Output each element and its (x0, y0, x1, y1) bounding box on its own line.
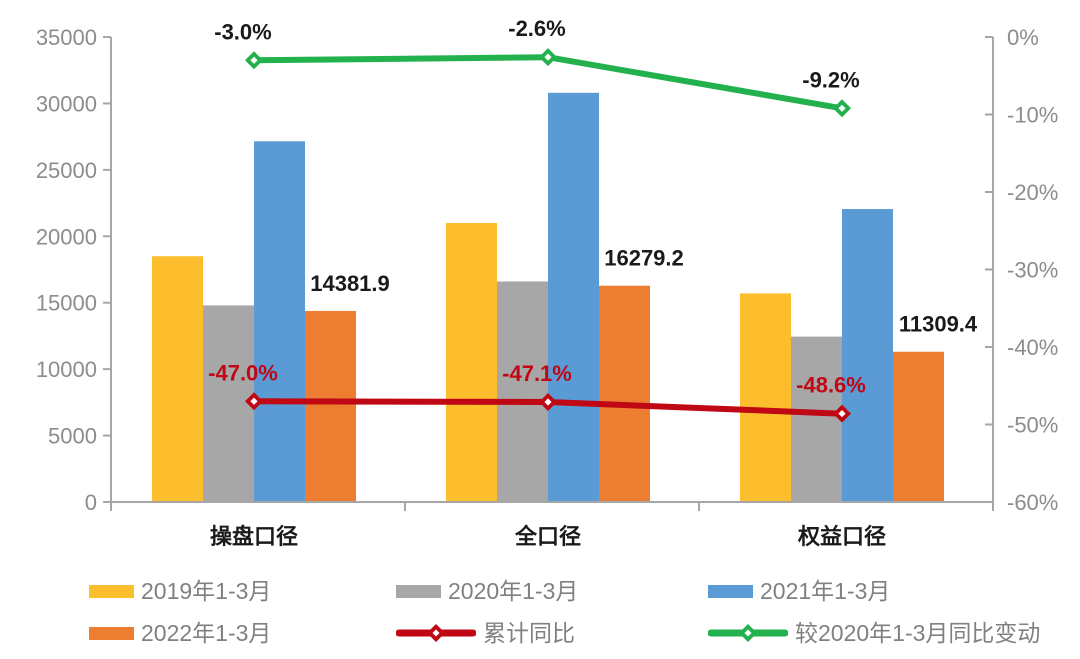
legend-swatch-2022 (89, 626, 134, 640)
legend-label-2019: 2019年1-3月 (141, 578, 272, 604)
legend-label-cumulative-yoy: 累计同比 (483, 620, 575, 646)
legend-diamond (427, 624, 445, 642)
legend-item-2022: 2022年1-3月 (89, 619, 271, 647)
line-data-label-较2020年1-3月同比变动-全口径: -2.6% (508, 16, 565, 41)
legend-label-2022: 2022年1-3月 (141, 620, 272, 646)
legend-label-vs2020-change: 较2020年1-3月同比变动 (795, 620, 1041, 646)
left-tick-label-0: 0 (85, 490, 97, 515)
line-marker-较2020年1-3月同比变动-全口径-center (544, 53, 552, 61)
combo-chart-plot: 0 5000 10000 15000 20000 25000 30000 35000 0% -10… (36, 16, 1059, 549)
right-tick-label--50%: -50% (1007, 413, 1058, 438)
legend-label-2021: 2021年1-3月 (760, 578, 891, 604)
legend-label-2020: 2020年1-3月 (448, 578, 579, 604)
left-tick-label-15000: 15000 (36, 291, 97, 316)
legend-diamond-center (432, 629, 440, 637)
left-tick-label-30000: 30000 (36, 91, 97, 116)
line-data-label-较2020年1-3月同比变动-权益口径: -9.2% (802, 67, 859, 92)
legend-diamond-center (744, 629, 752, 637)
line-data-label-累计同比-全口径: -47.1% (502, 361, 572, 386)
line-marker-累计同比-权益口径-center (838, 410, 846, 418)
legend-diamond (739, 624, 757, 642)
legend-swatch-2020 (396, 584, 441, 598)
bar-data-label-全口径: 16279.2 (604, 246, 684, 271)
category-label-操盘口径: 操盘口径 (210, 524, 298, 549)
left-tick-label-25000: 25000 (36, 158, 97, 183)
legend-item-vs2020-change: 较2020年1-3月同比变动 (708, 619, 1040, 647)
bar-2021年1-3月-权益口径 (842, 209, 893, 503)
legend-line-marker-green (708, 624, 788, 642)
line-marker-累计同比-全口径-center (544, 398, 552, 406)
legend-item-cumulative-yoy: 累计同比 (396, 619, 575, 647)
bar-2020年1-3月-操盘口径 (203, 305, 254, 502)
line-data-label-较2020年1-3月同比变动-操盘口径: -3.0% (214, 19, 271, 44)
bar-2019年1-3月-操盘口径 (152, 256, 203, 502)
legend-item-2020: 2020年1-3月 (396, 577, 578, 605)
line-marker-累计同比-操盘口径-center (250, 397, 258, 405)
right-tick-label-0%: 0% (1007, 25, 1039, 50)
left-tick-label-20000: 20000 (36, 224, 97, 249)
left-tick-label-5000: 5000 (48, 424, 97, 449)
bar-2020年1-3月-全口径 (497, 281, 548, 502)
category-label-全口径: 全口径 (514, 524, 581, 549)
right-tick-label--40%: -40% (1007, 335, 1058, 360)
legend-item-2021: 2021年1-3月 (708, 577, 890, 605)
right-tick-label--60%: -60% (1007, 490, 1058, 515)
bar-2022年1-3月-全口径 (599, 285, 650, 502)
left-tick-label-35000: 35000 (36, 25, 97, 50)
bar-2020年1-3月-权益口径 (791, 336, 842, 502)
category-label-权益口径: 权益口径 (797, 524, 886, 549)
bar-2019年1-3月-全口径 (446, 223, 497, 502)
bar-2022年1-3月-权益口径 (893, 351, 944, 502)
right-tick-label--30%: -30% (1007, 258, 1058, 283)
legend-swatch-2021 (708, 584, 753, 598)
legend-swatch-2019 (89, 584, 134, 598)
legend-item-2019: 2019年1-3月 (89, 577, 271, 605)
right-tick-label--10%: -10% (1007, 103, 1058, 128)
bar-data-label-操盘口径: 14381.9 (310, 271, 390, 296)
line-data-label-累计同比-操盘口径: -47.0% (208, 360, 278, 385)
line-marker-较2020年1-3月同比变动-操盘口径-center (250, 56, 258, 64)
line-marker-较2020年1-3月同比变动-权益口径-center (838, 104, 846, 112)
legend-line-marker-red (396, 624, 476, 642)
bar-2021年1-3月-全口径 (548, 92, 599, 503)
bar-data-label-权益口径: 11309.4 (899, 312, 978, 337)
bar-2019年1-3月-权益口径 (740, 293, 791, 502)
bar-2022年1-3月-操盘口径 (305, 310, 356, 502)
right-tick-label--20%: -20% (1007, 180, 1058, 205)
line-data-label-累计同比-权益口径: -48.6% (796, 373, 866, 398)
bar-2021年1-3月-操盘口径 (254, 141, 305, 503)
left-tick-label-10000: 10000 (36, 357, 97, 382)
